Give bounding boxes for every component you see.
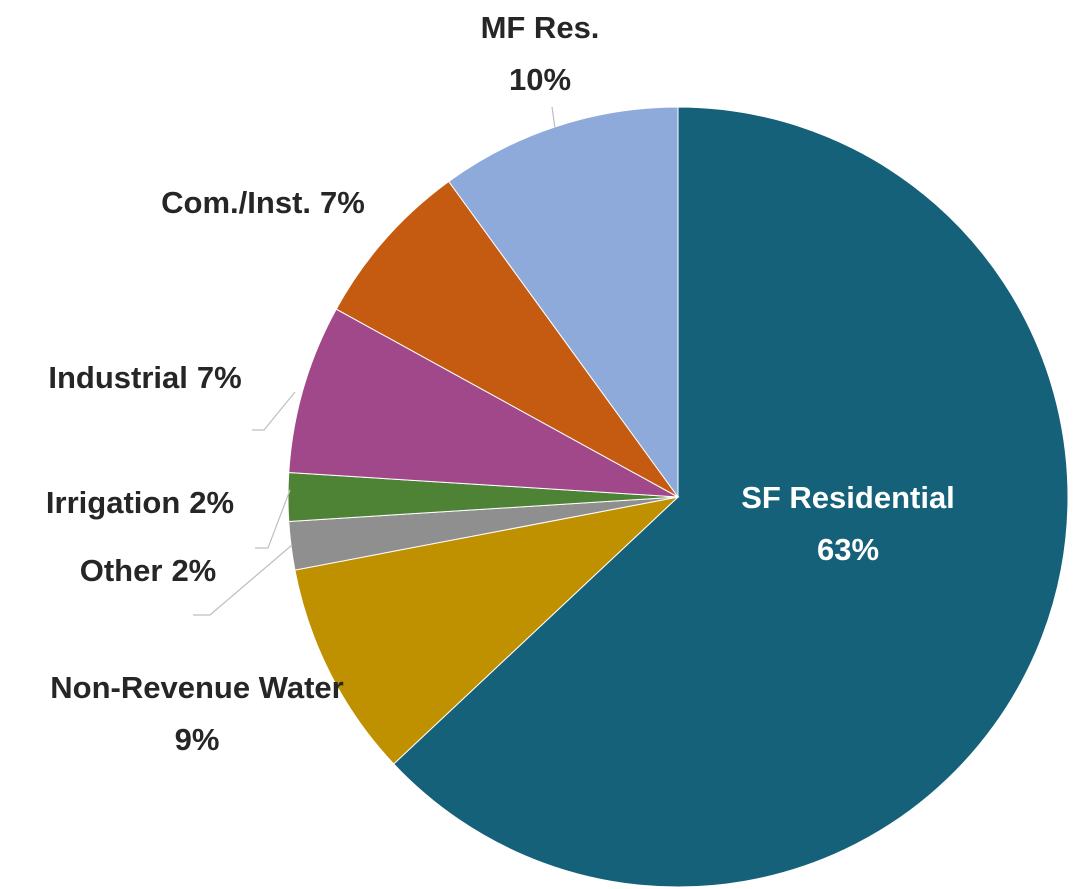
- category-label: Industrial: [48, 360, 188, 395]
- leader-line: [255, 489, 291, 549]
- category-label: Other: [80, 553, 163, 588]
- value-label: 63%: [817, 532, 879, 567]
- category-label: SF Residential: [741, 480, 955, 515]
- category-label: Irrigation: [46, 485, 180, 520]
- value-label: 2%: [189, 485, 234, 520]
- leader-line: [193, 544, 293, 616]
- value-label: 10%: [509, 62, 571, 97]
- slice-label: MF Res. 10%: [481, 10, 600, 97]
- category-label: MF Res.: [481, 10, 600, 45]
- slices: [287, 106, 1069, 888]
- slice-label: Irrigation 2%: [46, 485, 234, 520]
- slice: [335, 180, 679, 498]
- slice-label: Com./Inst. 7%: [161, 185, 365, 220]
- leader-line: [551, 106, 556, 129]
- slice-label: Other 2%: [80, 553, 217, 588]
- category-label: Com./Inst.: [161, 185, 311, 220]
- value-label: 7%: [320, 185, 365, 220]
- slice: [392, 106, 1069, 888]
- slice: [448, 106, 679, 499]
- value-label: 9%: [175, 722, 220, 757]
- slice: [294, 496, 680, 765]
- leader-line: [252, 391, 296, 431]
- leader-lines: [193, 106, 556, 616]
- slice-label: SF Residential 63%: [741, 480, 955, 567]
- slice-label: Industrial 7%: [48, 360, 241, 395]
- category-label: Non-Revenue Water: [50, 670, 343, 705]
- value-label: 7%: [197, 360, 242, 395]
- slice-label: Non-Revenue Water 9%: [50, 670, 343, 757]
- value-label: 2%: [171, 553, 216, 588]
- slice: [288, 308, 679, 498]
